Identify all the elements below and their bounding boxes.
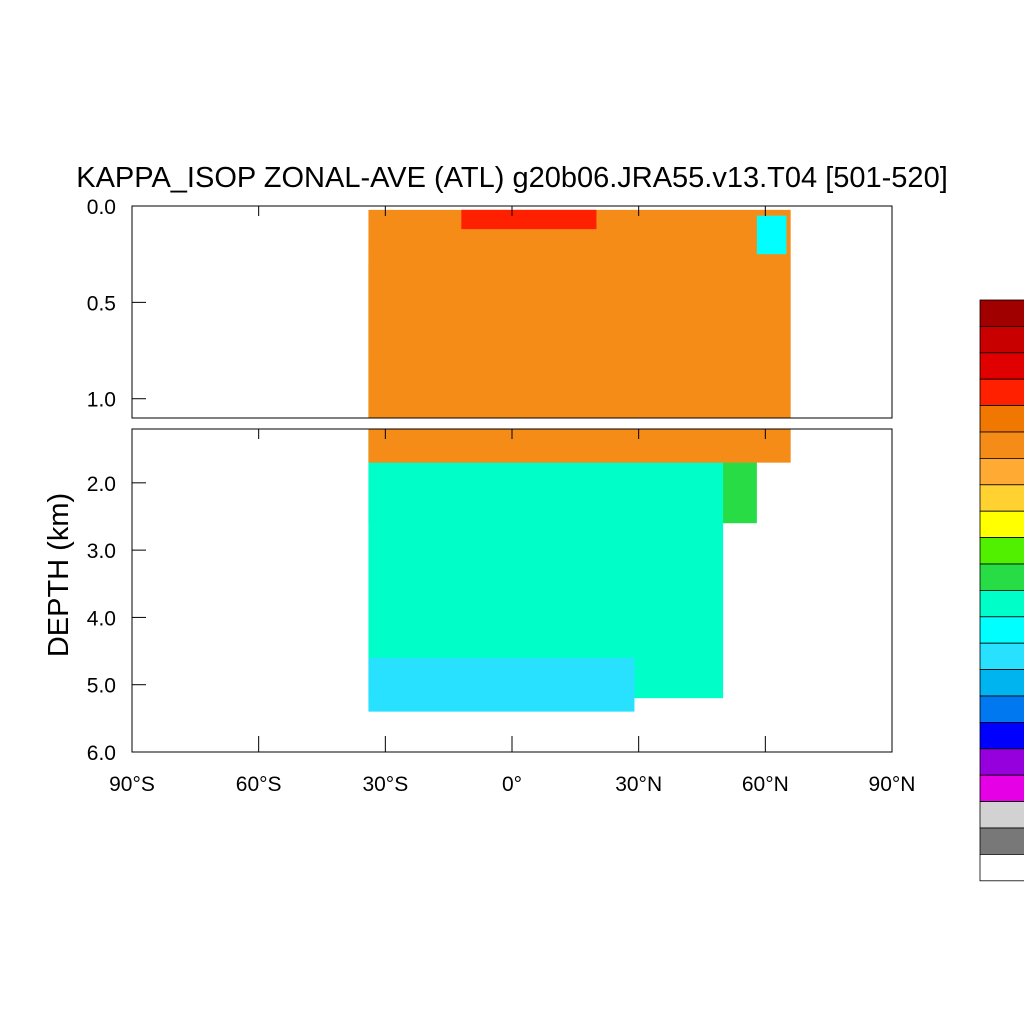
data-region [368,657,635,712]
x-tick-label: 90°S [109,773,155,796]
colorbar-swatch [979,405,1024,433]
colorbar-swatch [979,537,1024,565]
colorbar-swatch [979,854,1024,882]
colorbar-swatch [979,590,1024,618]
panel-fill [368,429,791,712]
colorbar-swatch [979,510,1024,539]
colorbar-swatch [979,801,1024,829]
colorbar-swatch [979,669,1024,697]
y-tick-label: 6.0 [87,742,116,765]
y-tick-label: 4.0 [87,607,116,630]
y-tick-label: 2.0 [87,473,116,496]
colorbar-swatch [979,325,1024,354]
x-tick-label: 30°N [615,773,662,796]
y-tick-label: 0.5 [87,292,116,315]
x-tick-label: 0° [502,773,522,796]
x-tick-label: 60°N [742,773,789,796]
data-region [368,209,791,418]
y-tick-label: 0.0 [87,196,116,219]
data-region [368,429,791,463]
colorbar-swatch [979,616,1024,644]
panel-fill [368,209,791,418]
y-tick-label: 1.0 [87,389,116,412]
colorbar-swatch [979,774,1024,803]
colorbar-swatch [979,722,1024,750]
colorbar-swatch [979,378,1024,407]
y-tick-label: 5.0 [87,675,116,698]
colorbar-swatch [979,563,1024,591]
y-axis-label: DEPTH (km) [43,493,75,657]
lower-panel: 2.0 3.0 4.0 5.0 6.0 [87,428,893,765]
colorbar-swatch [979,431,1024,459]
colorbar-swatch [979,484,1024,512]
data-region [461,209,597,230]
colorbar-swatch [979,457,1024,486]
colorbar-swatch [979,352,1024,380]
upper-panel: 0.0 0.5 1.0 [87,196,893,419]
colorbar-swatch [979,695,1024,723]
colorbar-swatch [979,748,1024,776]
colorbar-swatch [979,299,1024,327]
data-region [756,215,787,255]
data-region [368,429,724,699]
x-tick-label: 90°N [869,773,916,796]
chart-title: KAPPA_ISOP ZONAL-AVE (ATL) g20b06.JRA55.… [76,162,948,194]
colorbar [979,299,1024,882]
colorbar-swatch [979,642,1024,671]
colorbar-swatch [979,827,1024,855]
x-tick-label: 60°S [236,773,282,796]
x-axis: 90°S 60°S 30°S 0° 30°N 60°N 90°N [109,773,915,796]
x-tick-label: 30°S [362,773,408,796]
y-tick-label: 3.0 [87,540,116,563]
